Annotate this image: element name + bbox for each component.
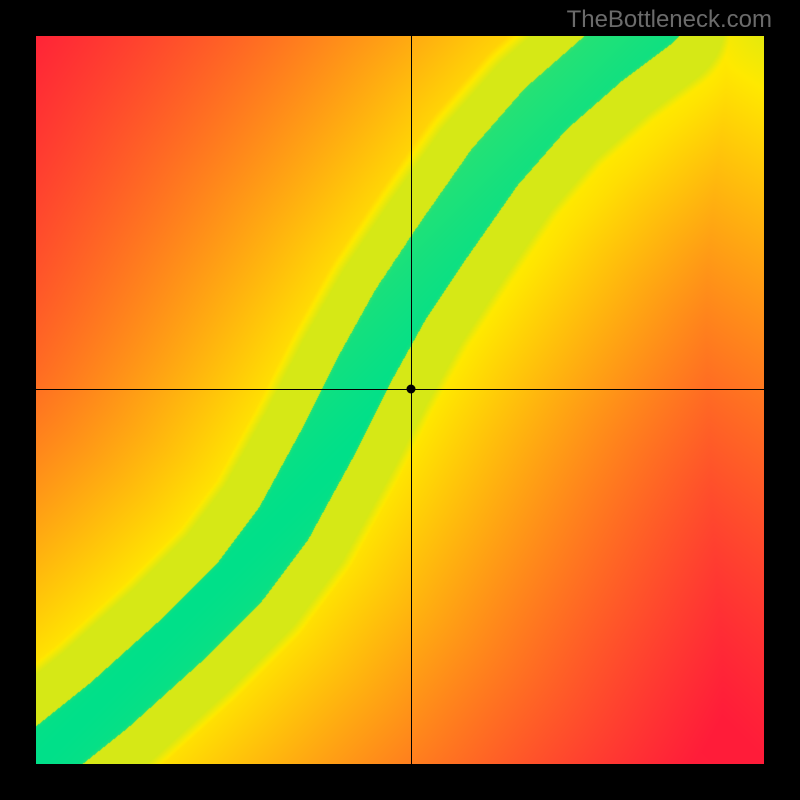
crosshair-vertical <box>411 36 412 764</box>
heatmap-canvas <box>36 36 764 764</box>
plot-area <box>36 36 764 764</box>
watermark-text: TheBottleneck.com <box>567 6 772 34</box>
chart-container: TheBottleneck.com <box>0 0 800 800</box>
crosshair-horizontal <box>36 389 764 390</box>
crosshair-marker <box>406 385 415 394</box>
